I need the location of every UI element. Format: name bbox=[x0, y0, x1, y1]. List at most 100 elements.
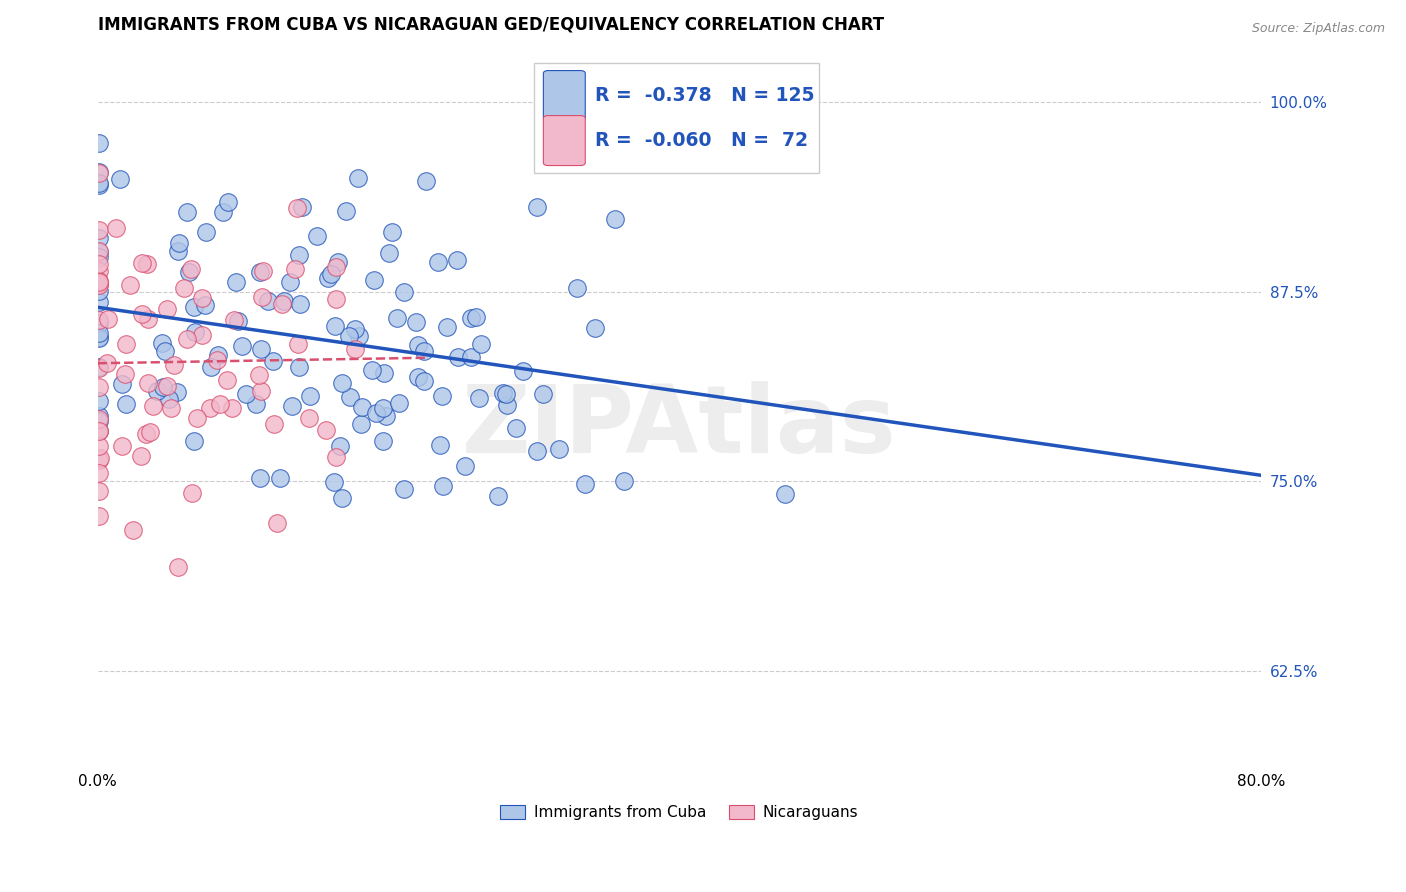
Point bbox=[346, 171, 368, 186]
Point bbox=[378, 246, 401, 260]
Point bbox=[281, 399, 304, 413]
Point bbox=[222, 312, 245, 326]
Point bbox=[87, 274, 110, 288]
Point bbox=[87, 313, 110, 327]
Point bbox=[337, 329, 360, 343]
Point bbox=[217, 194, 239, 209]
Point bbox=[278, 275, 301, 289]
Point bbox=[104, 221, 127, 235]
Point bbox=[87, 166, 110, 180]
Point bbox=[413, 375, 436, 389]
Point bbox=[96, 356, 118, 370]
Point bbox=[271, 297, 294, 311]
Point bbox=[460, 350, 482, 364]
Point bbox=[512, 364, 534, 378]
Point bbox=[323, 318, 346, 333]
Point bbox=[89, 450, 111, 465]
Point bbox=[231, 339, 253, 353]
Point bbox=[207, 348, 229, 362]
Point bbox=[183, 300, 205, 314]
Point bbox=[152, 380, 174, 394]
Point bbox=[166, 384, 188, 399]
Point bbox=[613, 474, 636, 488]
Point bbox=[167, 236, 190, 251]
Point bbox=[363, 273, 385, 287]
Text: ZIPAtlas: ZIPAtlas bbox=[463, 381, 897, 473]
Point bbox=[200, 359, 222, 374]
Point bbox=[177, 265, 200, 279]
Point bbox=[565, 281, 588, 295]
Point bbox=[136, 312, 159, 326]
Point bbox=[184, 325, 207, 339]
Point bbox=[87, 414, 110, 428]
Point bbox=[150, 335, 173, 350]
Point bbox=[250, 384, 273, 398]
Point bbox=[87, 257, 110, 271]
Text: Source: ZipAtlas.com: Source: ZipAtlas.com bbox=[1251, 22, 1385, 36]
Point bbox=[173, 281, 195, 295]
Point bbox=[87, 230, 110, 244]
Point bbox=[374, 409, 396, 424]
Point bbox=[156, 302, 179, 317]
Point bbox=[329, 439, 352, 453]
Point bbox=[221, 401, 243, 415]
Point bbox=[262, 354, 284, 368]
Text: R =  -0.378   N = 125: R = -0.378 N = 125 bbox=[595, 86, 814, 105]
Point bbox=[235, 387, 257, 401]
Point bbox=[162, 358, 184, 372]
Point bbox=[97, 312, 120, 326]
Point bbox=[155, 344, 177, 359]
Point bbox=[492, 386, 515, 401]
Point bbox=[87, 453, 110, 467]
Point bbox=[406, 369, 429, 384]
Point bbox=[406, 338, 429, 352]
Point bbox=[290, 297, 312, 311]
Point bbox=[600, 95, 623, 110]
Point bbox=[87, 277, 110, 291]
Point bbox=[531, 387, 554, 401]
Point bbox=[186, 411, 208, 425]
Point bbox=[217, 372, 239, 386]
Point bbox=[430, 389, 453, 403]
Point bbox=[87, 484, 110, 499]
Point bbox=[87, 380, 110, 394]
Point bbox=[385, 310, 408, 325]
Point bbox=[460, 311, 482, 326]
Point bbox=[470, 336, 492, 351]
Text: IMMIGRANTS FROM CUBA VS NICARAGUAN GED/EQUIVALENCY CORRELATION CHART: IMMIGRANTS FROM CUBA VS NICARAGUAN GED/E… bbox=[97, 15, 884, 33]
Point bbox=[87, 424, 110, 438]
Point bbox=[87, 424, 110, 438]
Point bbox=[87, 284, 110, 298]
Point bbox=[87, 331, 110, 345]
Point bbox=[111, 439, 134, 453]
Point bbox=[495, 386, 517, 401]
Point bbox=[249, 265, 271, 279]
Point bbox=[468, 391, 491, 405]
Point bbox=[166, 244, 188, 259]
Point bbox=[432, 478, 454, 492]
Point bbox=[176, 205, 198, 219]
Point bbox=[87, 244, 110, 258]
Point bbox=[323, 475, 346, 489]
Point bbox=[87, 264, 110, 278]
Point bbox=[446, 253, 468, 268]
Point bbox=[87, 176, 110, 190]
Point bbox=[343, 322, 366, 336]
Point bbox=[212, 204, 235, 219]
FancyBboxPatch shape bbox=[543, 70, 585, 120]
Point bbox=[263, 417, 285, 432]
Point bbox=[496, 398, 519, 412]
Point bbox=[256, 294, 278, 309]
Point bbox=[605, 211, 627, 226]
Point bbox=[413, 344, 436, 359]
Point bbox=[131, 256, 153, 270]
Point bbox=[392, 482, 415, 496]
Point bbox=[325, 260, 347, 275]
Text: R =  -0.060   N =  72: R = -0.060 N = 72 bbox=[595, 131, 807, 150]
Point bbox=[269, 470, 291, 484]
Point bbox=[167, 560, 190, 574]
Point bbox=[87, 411, 110, 425]
FancyBboxPatch shape bbox=[543, 116, 585, 166]
Point bbox=[505, 420, 527, 434]
Point bbox=[405, 315, 427, 329]
